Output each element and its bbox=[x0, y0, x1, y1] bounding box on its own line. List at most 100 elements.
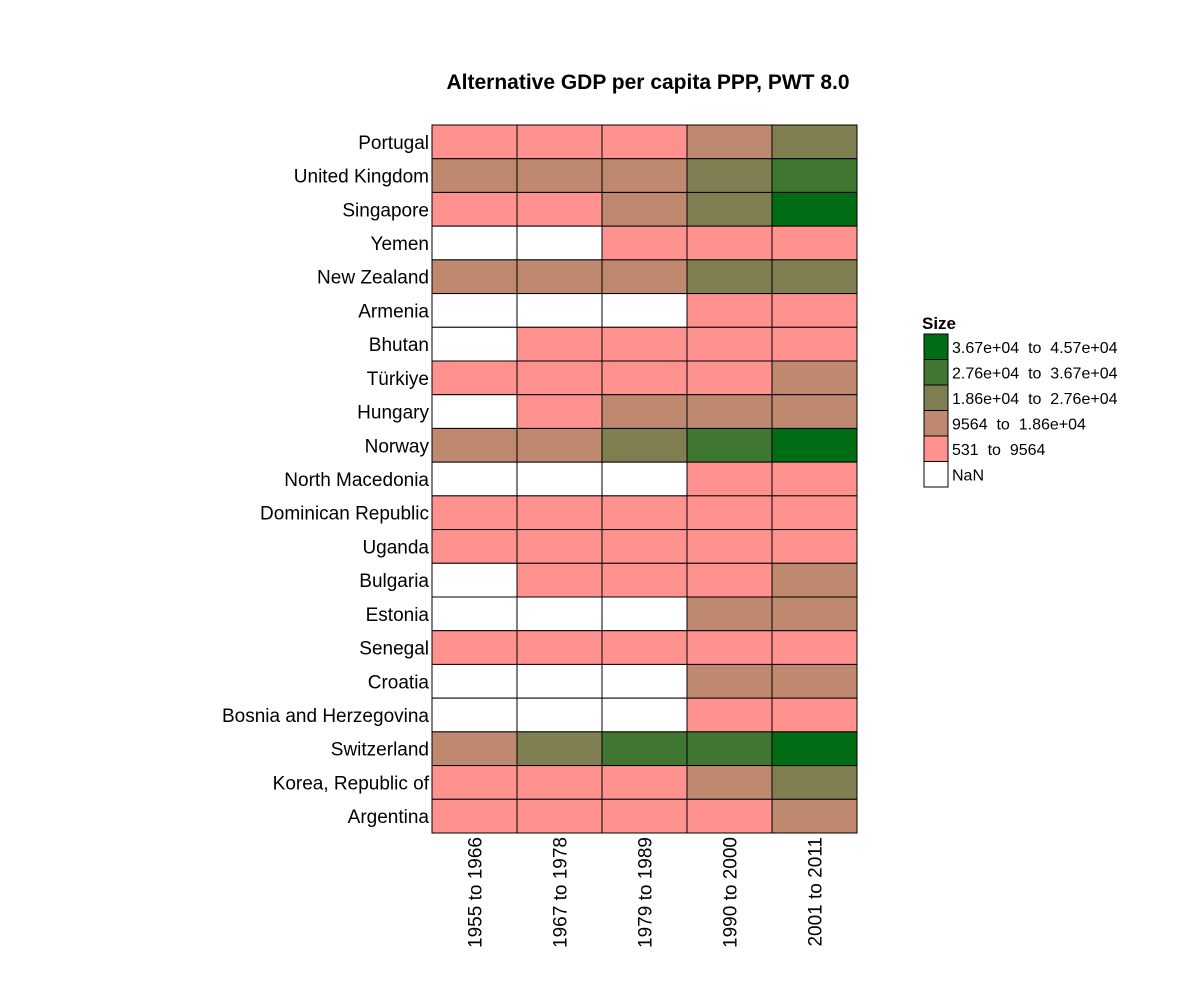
heatmap-cell-bosnia-and-herzegovina-0 bbox=[431, 697, 518, 733]
heatmap-cell-senegal-2 bbox=[601, 630, 688, 665]
heatmap-cell-switzerland-3 bbox=[686, 731, 773, 767]
heatmap-cell-argentina-3 bbox=[686, 798, 773, 834]
heatmap-cell-new-zealand-0 bbox=[431, 259, 518, 295]
heatmap-cell-bulgaria-1 bbox=[516, 562, 603, 598]
heatmap-cell-new-zealand-2 bbox=[601, 259, 688, 295]
heatmap-cell-t-rkiye-1 bbox=[516, 360, 603, 396]
x-axis-labels: 1955 to 1966 1967 to 1978 1979 to 1989 1990… bbox=[466, 837, 827, 948]
heatmap-cell-norway-2 bbox=[601, 427, 688, 463]
legend-swatch bbox=[923, 384, 949, 411]
y-tick-label: Argentina bbox=[348, 807, 430, 828]
heatmap-cell-yemen-3 bbox=[686, 225, 773, 261]
heatmap-cell-north-macedonia-2 bbox=[601, 461, 688, 497]
heatmap-cell-uganda-0 bbox=[431, 529, 518, 564]
heatmap-cell-portugal-1 bbox=[516, 124, 603, 160]
heatmap-cell-croatia-3 bbox=[686, 663, 773, 699]
heatmap-cell-bosnia-and-herzegovina-3 bbox=[686, 697, 773, 733]
heatmap-cell-yemen-2 bbox=[601, 225, 688, 261]
heatmap-cell-senegal-4 bbox=[771, 630, 858, 665]
heatmap-cell-hungary-1 bbox=[516, 394, 603, 429]
y-tick-label: Bhutan bbox=[369, 335, 429, 356]
heatmap-cell-hungary-0 bbox=[431, 394, 518, 429]
heatmap-cell-armenia-3 bbox=[686, 293, 773, 328]
legend-swatch bbox=[923, 359, 949, 386]
heatmap-cell-bosnia-and-herzegovina-1 bbox=[516, 697, 603, 733]
y-tick-label: Armenia bbox=[358, 301, 429, 322]
heatmap-cell-portugal-4 bbox=[771, 124, 858, 160]
heatmap-cell-bosnia-and-herzegovina-4 bbox=[771, 697, 858, 733]
heatmap-cell-new-zealand-3 bbox=[686, 259, 773, 295]
heatmap-cell-uganda-4 bbox=[771, 529, 858, 564]
y-tick-label: Singapore bbox=[342, 200, 429, 221]
heatmap-cell-north-macedonia-4 bbox=[771, 461, 858, 497]
heatmap-cell-korea-republic-of-0 bbox=[431, 765, 518, 800]
y-tick-label: Bosnia and Herzegovina bbox=[222, 706, 429, 727]
y-tick-label: Hungary bbox=[357, 403, 429, 424]
heatmap-cell-norway-1 bbox=[516, 427, 603, 463]
legend-label: 9564 to 1.86e+04 bbox=[952, 416, 1086, 433]
heatmap-cell-singapore-2 bbox=[601, 191, 688, 227]
y-tick-label: Korea, Republic of bbox=[273, 773, 430, 794]
heatmap-cell-t-rkiye-3 bbox=[686, 360, 773, 396]
heatmap-cell-bhutan-2 bbox=[601, 326, 688, 362]
y-tick-label: Norway bbox=[365, 436, 430, 457]
y-tick-label: Uganda bbox=[362, 537, 429, 558]
x-tick-label: 1967 to 1978 bbox=[551, 837, 572, 948]
heatmap-cell-norway-4 bbox=[771, 427, 858, 463]
y-tick-label: Senegal bbox=[359, 639, 429, 660]
heatmap-cell-portugal-0 bbox=[431, 124, 518, 160]
x-tick-label: 1990 to 2000 bbox=[721, 837, 742, 948]
heatmap-cell-bulgaria-2 bbox=[601, 562, 688, 598]
heatmap-cell-argentina-4 bbox=[771, 798, 858, 834]
y-tick-label: Portugal bbox=[358, 133, 429, 154]
heatmap-cell-senegal-1 bbox=[516, 630, 603, 665]
heatmap-cell-switzerland-2 bbox=[601, 731, 688, 767]
heatmap-cell-bulgaria-3 bbox=[686, 562, 773, 598]
heatmap-cell-hungary-3 bbox=[686, 394, 773, 429]
legend-label: 2.76e+04 to 3.67e+04 bbox=[952, 365, 1118, 382]
heatmap-cell-north-macedonia-0 bbox=[431, 461, 518, 497]
heatmap-cell-bosnia-and-herzegovina-2 bbox=[601, 697, 688, 733]
x-tick-label: 2001 to 2011 bbox=[806, 837, 827, 947]
legend-title: Size bbox=[922, 314, 956, 333]
heatmap-cell-uganda-3 bbox=[686, 529, 773, 564]
heatmap-cell-switzerland-1 bbox=[516, 731, 603, 767]
heatmap-cell-dominican-republic-3 bbox=[686, 495, 773, 531]
heatmap-cell-dominican-republic-4 bbox=[771, 495, 858, 531]
heatmap-cell-senegal-3 bbox=[686, 630, 773, 665]
heatmap-cell-united-kingdom-1 bbox=[516, 158, 603, 193]
heatmap-cell-argentina-0 bbox=[431, 798, 518, 834]
heatmap-cell-united-kingdom-3 bbox=[686, 158, 773, 193]
heatmap-cell-senegal-0 bbox=[431, 630, 518, 665]
heatmap-cell-argentina-1 bbox=[516, 798, 603, 834]
heatmap-cell-norway-0 bbox=[431, 427, 518, 463]
heatmap-cell-dominican-republic-1 bbox=[516, 495, 603, 531]
heatmap-cell-yemen-4 bbox=[771, 225, 858, 261]
heatmap-cell-estonia-1 bbox=[516, 596, 603, 632]
legend-label: NaN bbox=[952, 467, 984, 484]
legend-swatch bbox=[923, 435, 949, 462]
heatmap-cell-united-kingdom-0 bbox=[431, 158, 518, 193]
legend-label: 3.67e+04 to 4.57e+04 bbox=[952, 340, 1118, 357]
legend-entries: 3.67e+04 to 4.57e+04 2.76e+04 to 3.67e+04… bbox=[923, 333, 1118, 488]
y-tick-label: Bulgaria bbox=[359, 571, 429, 592]
heatmap-cell-north-macedonia-3 bbox=[686, 461, 773, 497]
heatmap-cell-croatia-4 bbox=[771, 663, 858, 699]
heatmap-cell-t-rkiye-0 bbox=[431, 360, 518, 396]
heatmap-cell-bhutan-3 bbox=[686, 326, 773, 362]
heatmap-cell-armenia-4 bbox=[771, 293, 858, 328]
heatmap-cell-estonia-0 bbox=[431, 596, 518, 632]
heatmap-cell-t-rkiye-4 bbox=[771, 360, 858, 396]
heatmap-cell-bulgaria-0 bbox=[431, 562, 518, 598]
heatmap-cell-armenia-0 bbox=[431, 293, 518, 328]
heatmap-cell-switzerland-4 bbox=[771, 731, 858, 767]
heatmap-cell-croatia-1 bbox=[516, 663, 603, 699]
heatmap-cell-bhutan-0 bbox=[431, 326, 518, 362]
heatmap-cell-new-zealand-1 bbox=[516, 259, 603, 295]
heatmap-cell-singapore-1 bbox=[516, 191, 603, 227]
heatmap-cell-bhutan-4 bbox=[771, 326, 858, 362]
y-tick-label: Yemen bbox=[371, 234, 429, 255]
heatmap-cell-croatia-0 bbox=[431, 663, 518, 699]
chart-title: Alternative GDP per capita PPP, PWT 8.0 bbox=[446, 71, 849, 94]
y-tick-label: Croatia bbox=[368, 672, 430, 693]
